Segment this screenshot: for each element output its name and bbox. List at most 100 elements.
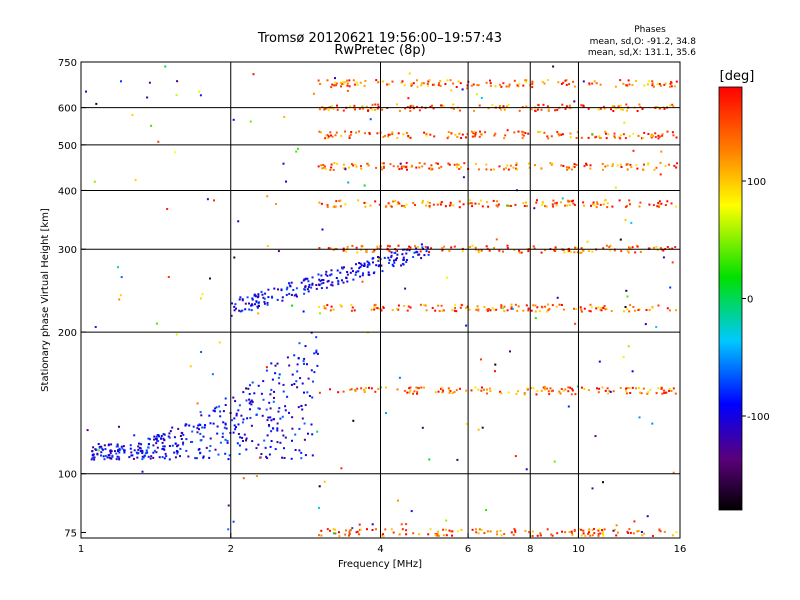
echo-point xyxy=(139,447,142,450)
echo-point xyxy=(430,168,433,171)
echo-point xyxy=(518,249,521,252)
echo-point xyxy=(300,451,303,454)
echo-point xyxy=(446,276,448,279)
echo-point xyxy=(373,305,376,308)
echo-point xyxy=(346,84,349,87)
echo-point xyxy=(648,247,651,250)
echo-point xyxy=(587,529,590,532)
echo-point xyxy=(358,267,361,270)
echo-point xyxy=(376,307,379,310)
echo-point xyxy=(440,201,443,204)
echo-point xyxy=(391,131,394,134)
echo-point xyxy=(552,205,555,208)
echo-point xyxy=(505,105,508,108)
echo-point xyxy=(671,103,674,106)
echo-point xyxy=(273,396,275,399)
echo-point xyxy=(120,445,123,448)
echo-point xyxy=(423,254,426,257)
echo-point xyxy=(654,105,657,108)
echo-point xyxy=(661,133,664,136)
echo-point xyxy=(613,249,616,252)
echo-point xyxy=(374,103,377,106)
echo-point xyxy=(374,200,377,203)
echo-point xyxy=(396,203,399,206)
echo-point xyxy=(539,130,542,133)
echo-point xyxy=(98,446,101,449)
echo-point xyxy=(326,79,329,82)
echo-point xyxy=(450,89,453,92)
echo-point xyxy=(364,80,367,82)
echo-point xyxy=(397,304,400,307)
echo-point xyxy=(326,528,329,531)
echo-point xyxy=(85,90,87,93)
echo-point xyxy=(153,449,156,452)
echo-point xyxy=(503,533,506,535)
echo-point xyxy=(456,530,459,533)
echo-point xyxy=(168,458,171,461)
echo-point xyxy=(481,386,483,389)
echo-point xyxy=(200,414,203,417)
echo-point xyxy=(391,133,394,135)
echo-point xyxy=(382,307,385,309)
echo-point xyxy=(675,531,678,534)
echo-point xyxy=(463,162,466,165)
echo-point xyxy=(505,85,508,88)
echo-point xyxy=(355,131,357,134)
echo-point xyxy=(420,243,423,246)
echo-point xyxy=(141,449,144,452)
echo-point xyxy=(525,201,528,204)
echo-point xyxy=(288,282,290,285)
echo-point xyxy=(260,453,263,455)
echo-point xyxy=(175,333,178,336)
echo-point xyxy=(660,387,663,390)
echo-point xyxy=(498,249,501,252)
echo-point xyxy=(503,137,506,140)
echo-point xyxy=(403,165,405,168)
echo-point xyxy=(336,162,339,165)
echo-point xyxy=(526,205,528,208)
echo-point xyxy=(465,422,468,425)
echo-point xyxy=(138,442,140,445)
echo-point xyxy=(364,205,367,208)
echo-point xyxy=(363,184,366,187)
echo-point xyxy=(632,149,635,152)
echo-point xyxy=(659,173,662,176)
echo-point xyxy=(268,425,271,428)
echo-point xyxy=(574,393,577,396)
echo-point xyxy=(611,105,614,108)
echo-point xyxy=(521,137,524,140)
echo-point xyxy=(647,163,650,166)
echo-point xyxy=(280,289,283,292)
echo-point xyxy=(285,180,287,183)
echo-point xyxy=(118,451,121,454)
echo-point xyxy=(406,391,409,394)
echo-point xyxy=(591,529,594,531)
echo-point xyxy=(100,451,103,454)
echo-point xyxy=(513,131,516,134)
echo-point xyxy=(348,531,351,534)
echo-point xyxy=(480,97,483,99)
echo-point xyxy=(427,201,429,204)
echo-point xyxy=(391,309,394,312)
echo-point xyxy=(488,249,491,252)
echo-point xyxy=(258,305,260,307)
echo-point xyxy=(279,417,282,420)
echo-point xyxy=(636,245,639,248)
echo-point xyxy=(319,279,322,282)
echo-point xyxy=(500,534,503,537)
echo-point xyxy=(265,455,268,458)
echo-point xyxy=(459,387,461,390)
echo-point xyxy=(455,389,458,392)
echo-point xyxy=(629,247,632,250)
echo-point xyxy=(276,427,279,430)
echo-point xyxy=(624,219,627,222)
echo-point xyxy=(503,108,506,111)
echo-point xyxy=(410,82,413,85)
echo-point xyxy=(332,308,335,311)
echo-point xyxy=(657,387,660,390)
echo-point xyxy=(430,164,433,167)
echo-point xyxy=(564,388,567,391)
grid-lines xyxy=(81,62,680,538)
echo-point xyxy=(365,387,368,389)
